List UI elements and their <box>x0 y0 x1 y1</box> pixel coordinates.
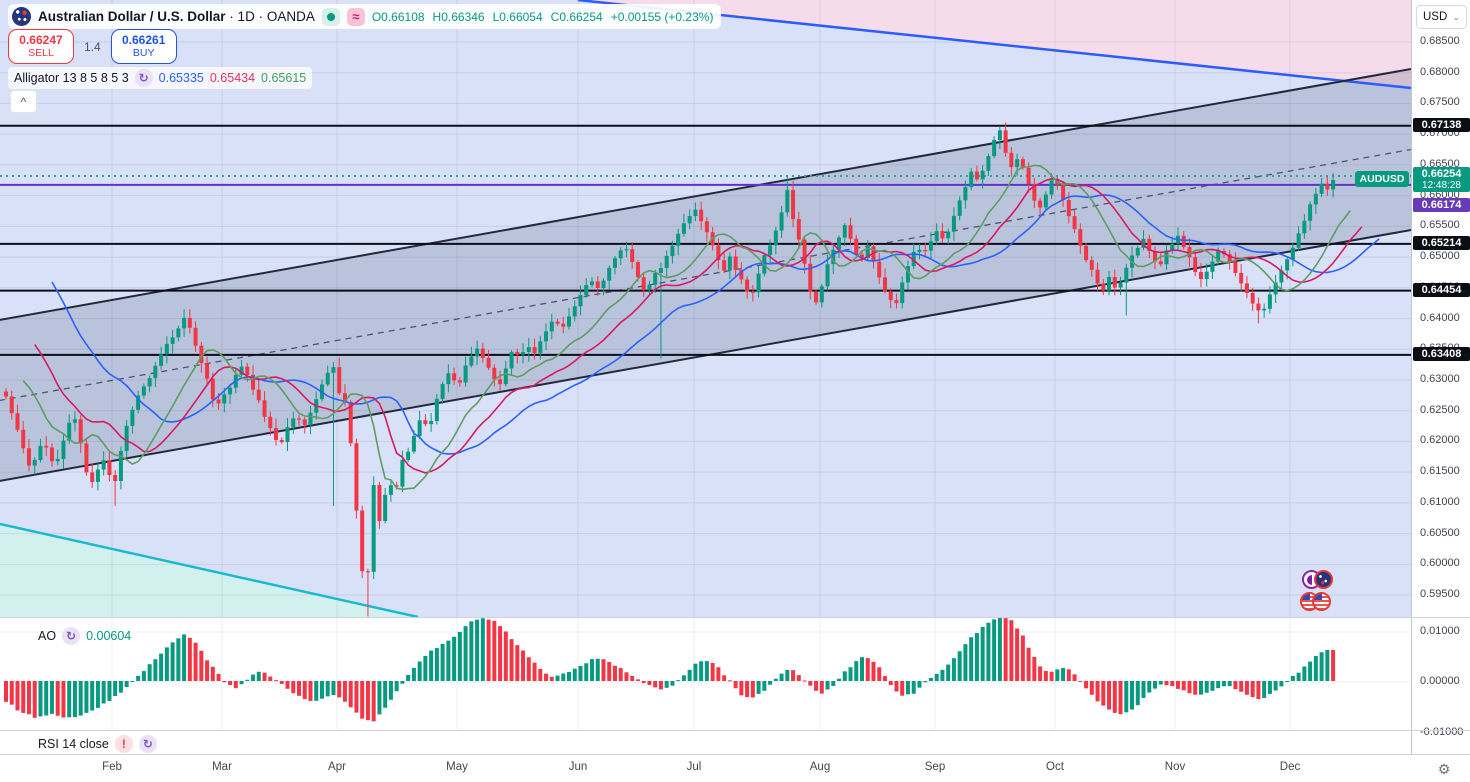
warning-icon[interactable]: ! <box>114 735 133 753</box>
close-value: C0.66254 <box>550 9 603 24</box>
level-price-label: 0.65214 <box>1413 235 1470 250</box>
rsi-title: RSI 14 close <box>38 737 109 751</box>
open-value: O0.66108 <box>371 9 425 24</box>
refresh-icon[interactable]: ↻ <box>138 735 157 753</box>
price-tick: 0.60000 <box>1420 557 1460 570</box>
alligator-lips-value: 0.65615 <box>261 71 307 85</box>
month-label: Aug <box>809 761 831 773</box>
sell-price: 0.66247 <box>19 32 63 47</box>
alligator-teeth-value: 0.65434 <box>209 71 256 85</box>
ao-canvas[interactable] <box>0 618 1411 730</box>
sell-button[interactable]: 0.66247 SELL <box>8 29 74 64</box>
symbol-title[interactable]: Australian Dollar / U.S. Dollar · 1D · O… <box>38 9 315 24</box>
buy-price: 0.66261 <box>121 32 166 47</box>
month-label: Nov <box>1164 761 1186 773</box>
ohlc-values: O0.66108 H0.66346 L0.66054 C0.66254 +0.0… <box>372 10 714 24</box>
price-tick: 0.62000 <box>1420 434 1460 447</box>
low-value: L0.66054 <box>492 9 543 24</box>
us-event-icon <box>1312 592 1331 611</box>
price-chart-canvas[interactable] <box>0 0 1411 617</box>
australia-flag-icon <box>12 7 31 26</box>
level-price-label: 0.63408 <box>1413 346 1470 361</box>
current-price-label: 0.66254 12:48:28 <box>1413 167 1470 193</box>
alligator-legend[interactable]: Alligator 13 8 5 8 5 3 ↻ 0.65335 0.65434… <box>8 67 313 89</box>
price-tick: 0.68000 <box>1420 65 1460 78</box>
refresh-icon[interactable]: ↻ <box>62 627 81 645</box>
rsi-indicator-pane[interactable] <box>0 731 1411 755</box>
price-chart-pane[interactable]: Australian Dollar / U.S. Dollar · 1D · O… <box>0 0 1411 617</box>
price-tick: 0.66500 <box>1420 157 1460 170</box>
ao-indicator-pane[interactable]: TradingView <box>0 618 1411 730</box>
price-tick: 0.61500 <box>1420 465 1460 478</box>
level-price-label: 0.64454 <box>1413 282 1470 297</box>
purple-line-price-label: 0.66174 <box>1413 198 1470 212</box>
rsi-legend[interactable]: RSI 14 close ! ↻ <box>38 735 157 753</box>
economic-event-icons-us[interactable] <box>1300 592 1331 613</box>
price-tick: 0.63000 <box>1420 372 1460 385</box>
ao-tick: 0.01000 <box>1420 625 1460 637</box>
price-tick: 0.67500 <box>1420 96 1460 109</box>
price-tick: 0.59500 <box>1420 588 1460 601</box>
month-label: Jun <box>568 761 588 773</box>
month-label: Jul <box>686 761 702 773</box>
spread-value: 1.4 <box>84 39 101 54</box>
month-label: Mar <box>212 761 232 773</box>
price-tick: 0.60500 <box>1420 526 1460 539</box>
ao-legend[interactable]: AO ↻ 0.00604 <box>38 627 131 645</box>
price-tick: 0.61000 <box>1420 495 1460 508</box>
settings-gear-icon[interactable]: ⚙ <box>1437 760 1451 777</box>
price-tick: 0.62500 <box>1420 403 1460 416</box>
alligator-title: Alligator 13 8 5 8 5 3 <box>14 71 129 85</box>
price-tick: 0.65500 <box>1420 219 1460 232</box>
approx-data-icon: ≈ <box>346 7 365 26</box>
market-open-dot-icon <box>321 7 340 26</box>
economic-event-icons-au[interactable] <box>1302 570 1333 591</box>
buy-button[interactable]: 0.66261 BUY <box>110 29 177 64</box>
chevron-down-icon: ⌄ <box>1452 11 1460 22</box>
ao-title: AO <box>38 629 57 643</box>
level-price-label: 0.67138 <box>1413 117 1470 132</box>
ao-value: 0.00604 <box>86 629 132 643</box>
price-tick: 0.68500 <box>1420 35 1460 47</box>
month-label: Sep <box>924 761 946 773</box>
price-tick: 0.65000 <box>1420 250 1460 263</box>
symbol-price-tag: AUDUSD <box>1355 171 1409 188</box>
month-label: Dec <box>1279 761 1301 773</box>
australia-event-icon <box>1314 570 1333 589</box>
price-tick: 0.64000 <box>1420 311 1460 324</box>
ao-tick: 0.00000 <box>1420 675 1460 687</box>
change-value: +0.00155 (+0.23%) <box>610 9 714 24</box>
order-panel: 0.66247 SELL 1.4 0.66261 BUY <box>8 29 177 64</box>
price-axis[interactable]: USD ⌄ 0.68500 0.68000 0.67500 0.67000 0.6650… <box>1411 0 1470 755</box>
time-axis[interactable]: Feb Mar Apr May Jun Jul Aug Sep Oct Nov Dec <box>0 755 1470 782</box>
ao-tick: -0.01000 <box>1420 726 1464 738</box>
high-value: H0.66346 <box>432 9 485 24</box>
symbol-header[interactable]: Australian Dollar / U.S. Dollar · 1D · O… <box>8 4 722 29</box>
alligator-jaw-value: 0.65335 <box>158 71 204 85</box>
refresh-icon[interactable]: ↻ <box>134 69 153 87</box>
month-label: Feb <box>102 761 122 773</box>
currency-selector[interactable]: USD ⌄ <box>1416 5 1467 29</box>
month-label: Apr <box>328 761 346 773</box>
month-label: May <box>446 761 468 773</box>
month-label: Oct <box>1046 761 1064 773</box>
collapse-legend-button[interactable]: ^ <box>10 90 37 113</box>
